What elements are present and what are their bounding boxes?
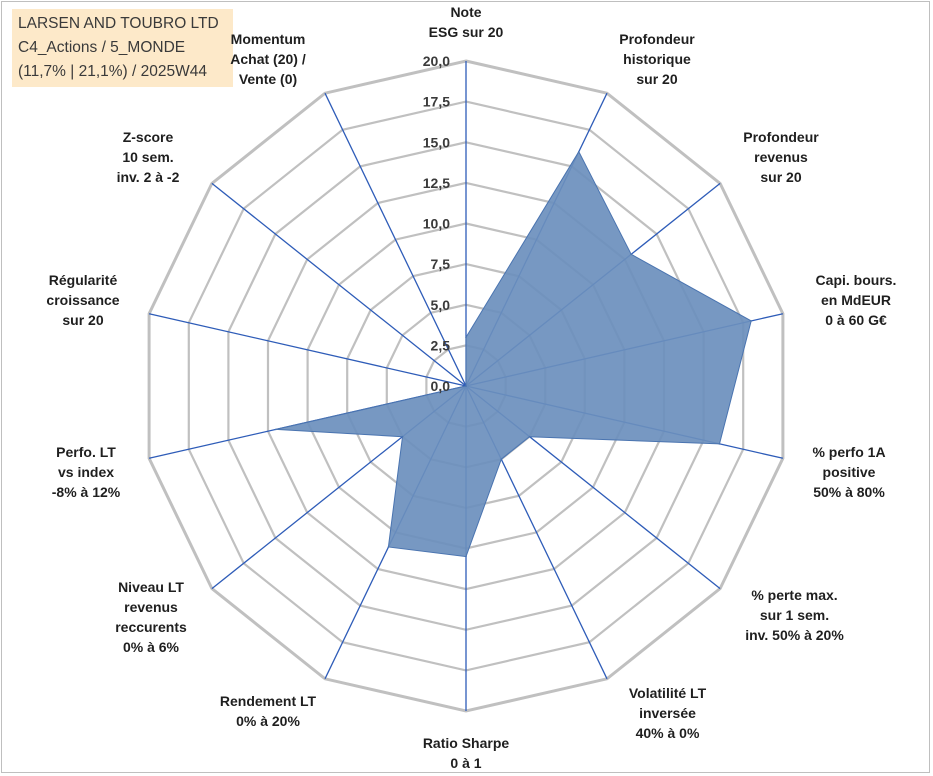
axis-label-line: % perfo 1A: [812, 444, 886, 460]
axis-label-line: Capi. bours.: [815, 272, 897, 288]
axis-label-line: 10 sem.: [122, 149, 174, 165]
axis-label-line: vs index: [57, 464, 115, 480]
axis-label-line: historique: [623, 51, 691, 67]
tick-label: 0,0: [431, 378, 451, 394]
axis-label-line: Profondeur: [619, 31, 695, 47]
tick-label: 10,0: [423, 216, 450, 232]
axis-label-line: % perte max.: [751, 587, 838, 603]
axis-label-line: Niveau LT: [118, 579, 184, 595]
axis-label-line: ESG sur 20: [428, 24, 504, 40]
tick-label: 5,0: [431, 297, 451, 313]
series-area: [275, 150, 752, 558]
axis-label-line: Momentum: [230, 31, 306, 47]
axis-label-4: Capi. bours. en MdEUR 0 à 60 G€: [804, 270, 908, 330]
series-layer: [275, 150, 752, 558]
axis-label-line: sur 20: [636, 71, 678, 87]
category-label: C4_Actions / 5_MONDE: [18, 39, 186, 56]
axis-label-14: Momentum Achat (20) / Vente (0): [216, 29, 320, 89]
axis-label-11: Perfo. LT vs index -8% à 12%: [46, 442, 126, 502]
series-point-10: [401, 435, 404, 438]
axis-label-10: Niveau LT revenus reccurents 0% à 6%: [107, 577, 195, 657]
axis-label-line: 50% à 80%: [813, 484, 885, 500]
axis-label-line: Vente (0): [238, 71, 298, 87]
series-point-14: [465, 385, 467, 387]
axis-label-line: Rendement LT: [219, 693, 317, 709]
axis-label-2: Profondeur historique sur 20: [613, 29, 701, 89]
series-point-4: [750, 320, 752, 322]
axis-label-line: Note: [450, 4, 482, 20]
axis-label-line: reccurents: [115, 619, 187, 635]
axis-label-line: Z-score: [122, 129, 174, 145]
series-point-1: [465, 336, 467, 339]
axis-label-line: sur 20: [62, 312, 104, 328]
axis-label-line: Achat (20) /: [230, 51, 306, 67]
axis-spoke-14: [324, 92, 467, 387]
axis-label-9: Rendement LT 0% à 20%: [216, 691, 320, 731]
tick-label-layer: 0,0 2,5 5,0 7,5 10,0 12,5 15,0 17,5 20,0: [423, 53, 450, 394]
series-point-3: [630, 253, 632, 256]
tick-label: 12,5: [423, 175, 450, 191]
axis-label-line: 0 à 1: [450, 755, 482, 771]
axis-label-line: 40% à 0%: [635, 725, 700, 741]
axis-label-line: 0% à 20%: [236, 713, 300, 729]
tick-label: 20,0: [423, 53, 450, 69]
axis-label-line: Volatilité LT: [628, 685, 707, 701]
axis-label-1: Note ESG sur 20: [422, 2, 510, 42]
info-box: LARSEN AND TOUBRO LTD C4_Actions / 5_MON…: [12, 9, 233, 87]
axis-spoke-13: [211, 182, 467, 387]
axis-label-12: Régularité croissance sur 20: [39, 270, 127, 330]
axis-label-line: 0 à 60 G€: [825, 312, 887, 328]
tick-label: 7,5: [431, 256, 451, 272]
performance-week-label: (11,7% | 21,1%) / 2025W44: [18, 63, 207, 80]
axis-label-line: inversée: [639, 705, 696, 721]
axis-label-line: en MdEUR: [821, 292, 891, 308]
axis-label-line: Ratio Sharpe: [422, 735, 510, 751]
axis-label-line: Régularité: [48, 272, 118, 288]
series-point-8: [465, 555, 467, 558]
series-point-6: [528, 435, 531, 438]
axis-label-line: inv. 2 à -2: [116, 169, 180, 185]
axis-label-line: revenus: [124, 599, 178, 615]
axis-label-line: croissance: [46, 292, 120, 308]
axis-label-line: inv. 50% à 20%: [745, 627, 844, 643]
axis-label-line: -8% à 12%: [51, 484, 121, 500]
axis-label-line: positive: [822, 464, 876, 480]
series-point-7: [500, 458, 503, 461]
axis-label-13: Z-score 10 sem. inv. 2 à -2: [100, 127, 196, 187]
axis-label-7: Volatilité LT inversée 40% à 0%: [611, 683, 724, 743]
series-point-11: [275, 428, 277, 431]
axis-label-line: 0% à 6%: [122, 639, 180, 655]
tick-label: 17,5: [423, 94, 450, 110]
axis-label-3: Profondeur revenus sur 20: [737, 127, 825, 187]
axis-label-5: % perfo 1A positive 50% à 80%: [805, 442, 893, 502]
axis-label-line: sur 1 sem.: [759, 607, 830, 623]
series-point-9: [387, 546, 390, 548]
axis-label-line: revenus: [754, 149, 808, 165]
axis-label-line: sur 20: [760, 169, 802, 185]
axis-label-line: Perfo. LT: [56, 444, 116, 460]
series-point-5: [718, 443, 721, 445]
axis-label-6: % perte max. sur 1 sem. inv. 50% à 20%: [734, 585, 855, 645]
axis-label-8: Ratio Sharpe 0 à 1: [414, 733, 518, 773]
tick-label: 2,5: [431, 337, 451, 353]
company-name: LARSEN AND TOUBRO LTD: [18, 15, 219, 32]
axis-spoke-12: [148, 313, 467, 387]
axis-label-line: Profondeur: [743, 129, 819, 145]
series-point-2: [578, 150, 580, 153]
tick-label: 15,0: [423, 134, 450, 150]
